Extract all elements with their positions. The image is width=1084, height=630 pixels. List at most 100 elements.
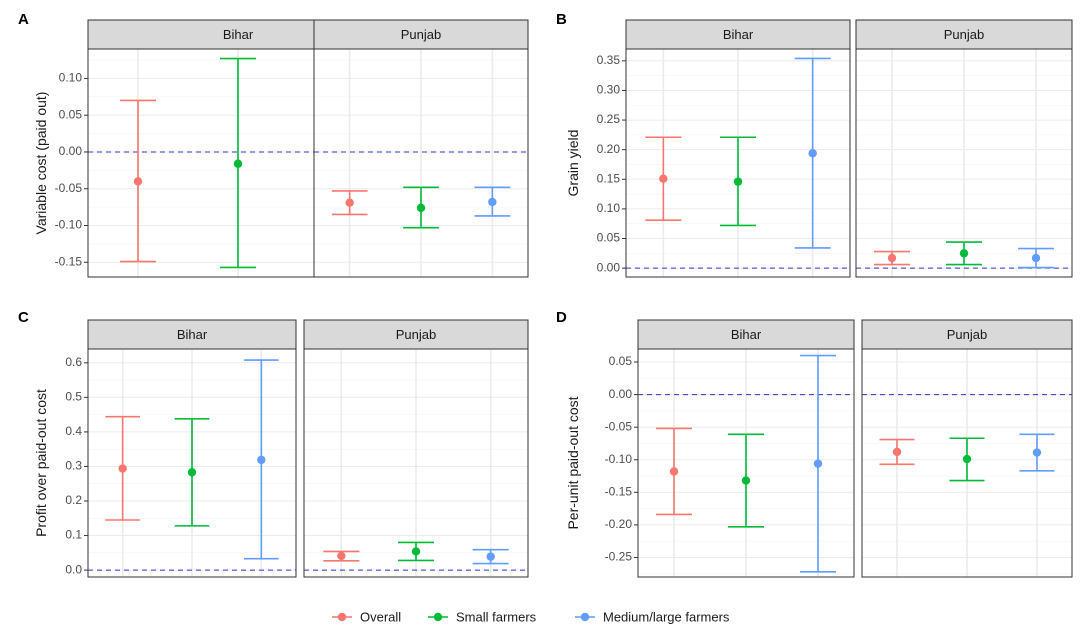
estimate-point (813, 459, 823, 468)
y-axis-label: Variable cost (paid out) (33, 92, 49, 235)
panel-border (303, 348, 529, 578)
errorbar-overall (105, 415, 140, 521)
errorbar-overall (879, 438, 915, 466)
errorbar-overall (331, 190, 368, 216)
y-tick-label: 0.2 (65, 493, 82, 507)
facet-title: Punjab (944, 27, 984, 42)
y-axis-label: Profit over paid-out cost (33, 389, 49, 537)
legend-key-point (433, 612, 443, 622)
panel-border (637, 348, 855, 578)
estimate-point (962, 454, 972, 464)
y-tick-label: 0.3 (65, 459, 82, 473)
chart-panel-C: C Profit over paid-out cost 0.0 0.1 0.2 0.3 0.… (18, 309, 529, 578)
errorbar-overall (874, 250, 910, 266)
errorbar-small-farmers (946, 241, 982, 266)
estimate-point (741, 476, 751, 485)
y-tick-label: 0.0 (65, 562, 82, 576)
legend-key-point (580, 612, 590, 622)
y-tick-label: 0.05 (597, 231, 621, 245)
y-tick-label: 0.20 (597, 142, 621, 156)
y-tick-label: 0.00 (597, 260, 621, 274)
facet-title: Punjab (396, 327, 436, 342)
errorbar-small-farmers (220, 57, 256, 269)
y-tick-label: -0.20 (605, 517, 633, 531)
estimate-point (337, 551, 346, 561)
errorbar-small-farmers (949, 437, 985, 482)
y-axis-label: Per-unit paid-out cost (565, 396, 581, 529)
facet-bihar: Bihar (87, 319, 297, 578)
facet-strip (625, 19, 851, 50)
estimate-point (345, 198, 354, 207)
panel-border (87, 348, 297, 578)
errorbar-small-farmers (720, 136, 756, 227)
errorbar-overall (656, 427, 692, 516)
chart-panel-A: A Variable cost (paid out) -0.15 -0.10 -0.05… (18, 11, 529, 278)
facet-strip (313, 19, 529, 50)
estimate-point (1031, 253, 1041, 263)
facet-punjab: Punjab (861, 319, 1073, 578)
y-tick-label: -0.10 (55, 218, 83, 232)
errorbar-medium-large-farmers (1018, 247, 1054, 269)
estimate-point (959, 249, 969, 258)
estimate-point (1032, 448, 1042, 457)
facet-strip (861, 319, 1073, 350)
errorbar-overall (120, 99, 156, 263)
y-tick-label: 0.35 (597, 53, 621, 67)
errorbar-overall (645, 136, 682, 221)
estimate-point (133, 177, 143, 186)
facet-title: Bihar (177, 327, 208, 342)
y-tick-label: 0.10 (597, 201, 621, 215)
y-tick-label: 0.30 (597, 83, 621, 97)
estimate-point (411, 547, 421, 556)
y-tick-label: 0.00 (609, 387, 633, 401)
errorbar-medium-large-farmers (472, 548, 509, 565)
estimate-point (669, 467, 679, 476)
panel-border (855, 48, 1073, 278)
facet-punjab: Punjab (303, 319, 529, 578)
errorbar-medium-large-farmers (474, 186, 511, 217)
legend-item-small: Small farmers (428, 609, 537, 624)
estimate-point (118, 464, 127, 473)
y-tick-label: 0.25 (597, 112, 621, 126)
legend-item-medium: Medium/large farmers (575, 609, 730, 624)
facet-punjab: Punjab (313, 19, 529, 278)
errorbar-small-farmers (403, 186, 439, 229)
panel-border (861, 348, 1073, 578)
errorbar-medium-large-farmers (794, 57, 831, 249)
panels: A Variable cost (paid out) -0.15 -0.10 -0.05… (18, 11, 1073, 578)
estimate-point (488, 197, 497, 207)
facet-title: Punjab (401, 27, 441, 42)
legend-label: Overall (360, 609, 401, 624)
y-tick-label: -0.25 (605, 550, 633, 564)
y-tick-label: 0.5 (65, 390, 82, 404)
errorbar-medium-large-farmers (800, 354, 836, 573)
chart-panel-D: D Per-unit paid-out cost -0.25 -0.20 -0.15 -0… (556, 309, 1073, 578)
estimate-point (892, 447, 902, 457)
errorbar-overall (323, 550, 360, 562)
y-tick-label: -0.05 (55, 181, 83, 195)
y-tick-label: 0.15 (597, 171, 621, 185)
legend-item-overall: Overall (332, 609, 401, 624)
errorbar-medium-large-farmers (244, 359, 279, 560)
y-tick-label: 0.05 (59, 107, 83, 121)
legend-key-point (337, 612, 347, 622)
estimate-point (808, 149, 817, 158)
y-tick-label: 0.10 (59, 71, 83, 85)
y-tick-label: 0.4 (65, 424, 82, 438)
panel-letter: B (556, 11, 567, 28)
facet-title: Bihar (723, 27, 754, 42)
estimate-point (486, 552, 495, 561)
facet-title: Bihar (731, 327, 762, 342)
y-tick-label: -0.10 (605, 452, 633, 466)
y-tick-label: -0.05 (605, 419, 633, 433)
y-tick-label: -0.15 (605, 484, 633, 498)
errorbar-small-farmers (398, 541, 434, 562)
panel-border (313, 48, 529, 278)
y-tick-label: -0.15 (55, 254, 83, 268)
estimate-point (659, 174, 668, 183)
legend-label: Small farmers (456, 609, 537, 624)
facet-strip (637, 319, 855, 350)
facet-strip (855, 19, 1073, 50)
estimate-point (733, 177, 743, 186)
